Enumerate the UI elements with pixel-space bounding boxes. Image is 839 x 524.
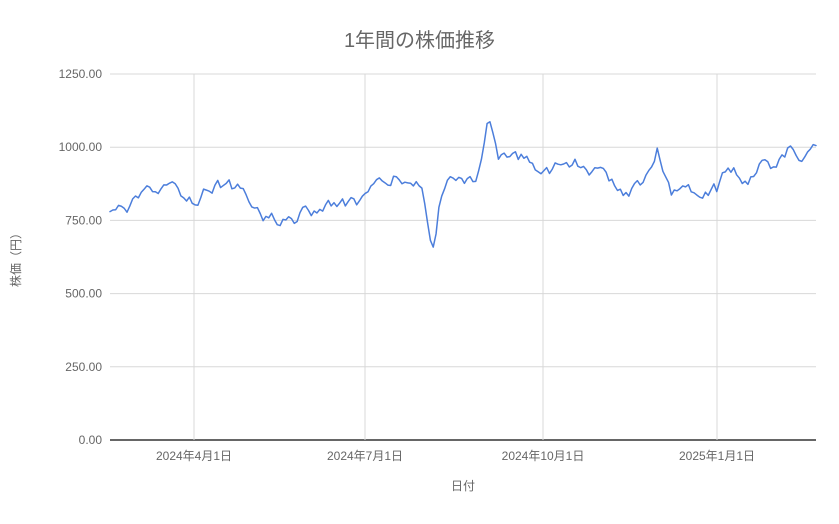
svg-text:2024年4月1日: 2024年4月1日 [156, 449, 232, 463]
svg-text:0.00: 0.00 [79, 433, 103, 447]
svg-text:2024年7月1日: 2024年7月1日 [327, 449, 403, 463]
svg-text:250.00: 250.00 [65, 360, 102, 374]
svg-text:日付: 日付 [451, 479, 475, 493]
svg-text:2024年10月1日: 2024年10月1日 [502, 449, 585, 463]
svg-text:株価（円）: 株価（円） [8, 227, 23, 287]
svg-text:1000.00: 1000.00 [59, 140, 103, 154]
svg-text:500.00: 500.00 [65, 287, 102, 301]
svg-text:750.00: 750.00 [65, 213, 102, 227]
svg-text:2025年1月1日: 2025年1月1日 [679, 449, 755, 463]
svg-text:1250.00: 1250.00 [59, 67, 103, 81]
